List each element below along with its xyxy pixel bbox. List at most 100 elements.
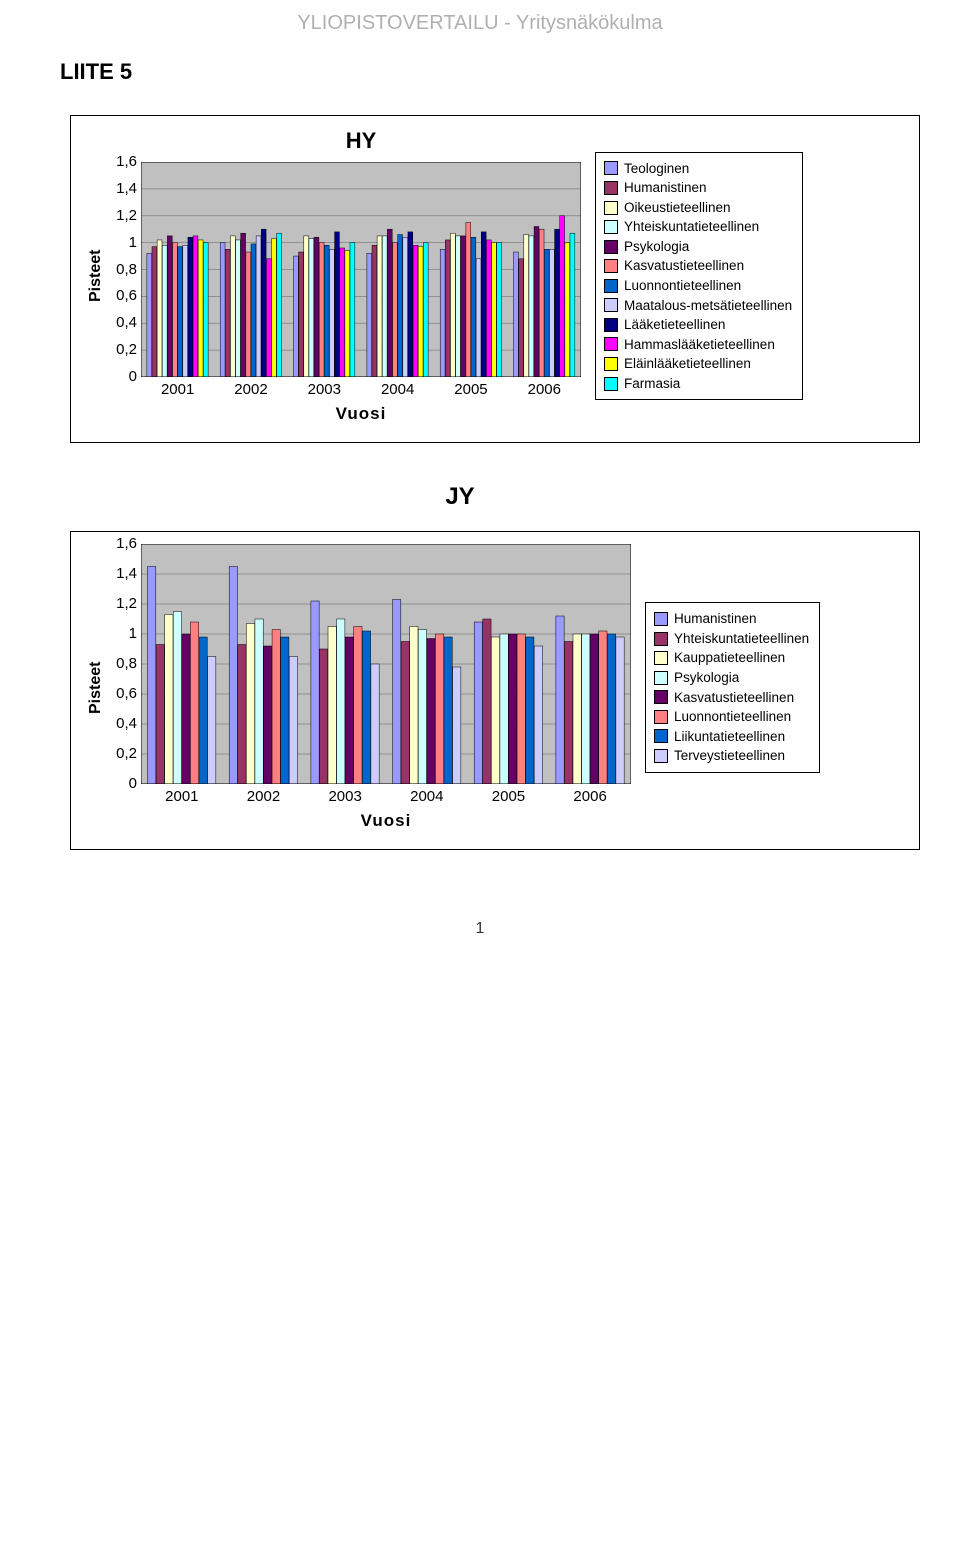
ytick-label: 0,4 bbox=[116, 314, 137, 331]
xtick-label: 2001 bbox=[141, 788, 223, 805]
legend-label: Luonnontieteellinen bbox=[674, 707, 791, 727]
legend-swatch bbox=[654, 710, 668, 724]
xtick-label: 2002 bbox=[223, 788, 305, 805]
page-number: 1 bbox=[0, 890, 960, 958]
legend-swatch bbox=[654, 651, 668, 665]
legend-label: Yhteiskuntatieteellinen bbox=[674, 629, 809, 649]
legend-item: Terveystieteellinen bbox=[654, 746, 809, 766]
xtick-label: 2006 bbox=[549, 788, 631, 805]
legend-label: Luonnontieteellinen bbox=[624, 276, 741, 296]
xtick-label: 2003 bbox=[288, 381, 361, 398]
legend-swatch bbox=[654, 749, 668, 763]
legend-swatch bbox=[654, 671, 668, 685]
legend-item: Farmasia bbox=[604, 374, 792, 394]
legend-label: Farmasia bbox=[624, 374, 680, 394]
legend-swatch bbox=[654, 729, 668, 743]
chart-jy-container: Pisteet 00,20,40,60,811,21,41,6 20012002… bbox=[70, 531, 920, 850]
legend-swatch bbox=[604, 337, 618, 351]
legend-item: Kauppatieteellinen bbox=[654, 648, 809, 668]
xtick-label: 2004 bbox=[386, 788, 468, 805]
page-header: YLIOPISTOVERTAILU - Yritysnäkökulma bbox=[0, 0, 960, 39]
legend-item: Maatalous-metsätieteellinen bbox=[604, 296, 792, 316]
chart-hy-ylabel: Pisteet bbox=[83, 128, 109, 424]
legend-label: Terveystieteellinen bbox=[674, 746, 785, 766]
ytick-label: 0,2 bbox=[116, 745, 137, 762]
legend-item: Hammaslääketieteellinen bbox=[604, 335, 792, 355]
legend-swatch bbox=[604, 161, 618, 175]
legend-swatch bbox=[604, 240, 618, 254]
chart-hy-xticks: 200120022003200420052006 bbox=[141, 377, 581, 398]
chart-jy-area: Pisteet 00,20,40,60,811,21,41,6 20012002… bbox=[83, 544, 631, 831]
ytick-label: 0,8 bbox=[116, 261, 137, 278]
xtick-label: 2006 bbox=[508, 381, 581, 398]
legend-item: Teologinen bbox=[604, 159, 792, 179]
chart-jy-ylabel: Pisteet bbox=[83, 544, 109, 831]
ytick-label: 0,2 bbox=[116, 341, 137, 358]
legend-label: Hammaslääketieteellinen bbox=[624, 335, 775, 355]
xtick-label: 2004 bbox=[361, 381, 434, 398]
legend-label: Oikeustieteellinen bbox=[624, 198, 731, 218]
legend-item: Oikeustieteellinen bbox=[604, 198, 792, 218]
legend-label: Teologinen bbox=[624, 159, 689, 179]
legend-item: Lääketieteellinen bbox=[604, 315, 792, 335]
ytick-label: 0,4 bbox=[116, 715, 137, 732]
legend-label: Maatalous-metsätieteellinen bbox=[624, 296, 792, 316]
legend-item: Luonnontieteellinen bbox=[604, 276, 792, 296]
chart-jy-title-outer: JY bbox=[0, 483, 960, 511]
legend-label: Kasvatustieteellinen bbox=[624, 256, 744, 276]
legend-item: Luonnontieteellinen bbox=[654, 707, 809, 727]
xtick-label: 2005 bbox=[468, 788, 550, 805]
legend-label: Kasvatustieteellinen bbox=[674, 688, 794, 708]
ytick-label: 1 bbox=[129, 625, 137, 642]
xtick-label: 2005 bbox=[434, 381, 507, 398]
chart-hy-title: HY bbox=[141, 128, 581, 154]
chart-hy-area: Pisteet 00,20,40,60,811,21,41,6 HY 20012… bbox=[83, 128, 581, 424]
legend-label: Psykologia bbox=[674, 668, 739, 688]
legend-swatch bbox=[654, 612, 668, 626]
chart-hy-yticks: 00,20,40,60,811,21,41,6 bbox=[109, 128, 141, 377]
chart-hy-plot bbox=[141, 162, 581, 377]
ytick-label: 0,6 bbox=[116, 685, 137, 702]
legend-label: Eläinlääketieteellinen bbox=[624, 354, 751, 374]
legend-item: Humanistinen bbox=[654, 609, 809, 629]
legend-item: Yhteiskuntatieteellinen bbox=[604, 217, 792, 237]
ytick-label: 1,4 bbox=[116, 565, 137, 582]
ytick-label: 1 bbox=[129, 234, 137, 251]
legend-swatch bbox=[604, 220, 618, 234]
ytick-label: 0 bbox=[129, 368, 137, 385]
ytick-label: 0,6 bbox=[116, 287, 137, 304]
legend-swatch bbox=[604, 318, 618, 332]
legend-swatch bbox=[654, 690, 668, 704]
chart-hy-container: Pisteet 00,20,40,60,811,21,41,6 HY 20012… bbox=[70, 115, 920, 443]
xtick-label: 2003 bbox=[304, 788, 386, 805]
xtick-label: 2001 bbox=[141, 381, 214, 398]
chart-hy-xlabel: Vuosi bbox=[141, 404, 581, 424]
legend-item: Yhteiskuntatieteellinen bbox=[654, 629, 809, 649]
legend-swatch bbox=[604, 298, 618, 312]
legend-label: Psykologia bbox=[624, 237, 689, 257]
legend-swatch bbox=[604, 201, 618, 215]
legend-item: Humanistinen bbox=[604, 178, 792, 198]
legend-swatch bbox=[604, 259, 618, 273]
ytick-label: 1,4 bbox=[116, 180, 137, 197]
legend-swatch bbox=[604, 357, 618, 371]
ytick-label: 1,6 bbox=[116, 535, 137, 552]
chart-jy-yticks: 00,20,40,60,811,21,41,6 bbox=[109, 544, 141, 784]
legend-swatch bbox=[604, 181, 618, 195]
chart-jy-xticks: 200120022003200420052006 bbox=[141, 784, 631, 805]
ytick-label: 1,2 bbox=[116, 595, 137, 612]
chart-jy-xlabel: Vuosi bbox=[141, 811, 631, 831]
legend-item: Eläinlääketieteellinen bbox=[604, 354, 792, 374]
chart-jy-legend: HumanistinenYhteiskuntatieteellinenKaupp… bbox=[645, 602, 820, 773]
legend-item: Liikuntatieteellinen bbox=[654, 727, 809, 747]
ytick-label: 1,2 bbox=[116, 207, 137, 224]
legend-label: Humanistinen bbox=[624, 178, 707, 198]
legend-label: Liikuntatieteellinen bbox=[674, 727, 785, 747]
legend-label: Lääketieteellinen bbox=[624, 315, 725, 335]
legend-label: Yhteiskuntatieteellinen bbox=[624, 217, 759, 237]
xtick-label: 2002 bbox=[214, 381, 287, 398]
legend-swatch bbox=[604, 279, 618, 293]
ytick-label: 0 bbox=[129, 775, 137, 792]
legend-item: Kasvatustieteellinen bbox=[654, 688, 809, 708]
legend-swatch bbox=[654, 632, 668, 646]
